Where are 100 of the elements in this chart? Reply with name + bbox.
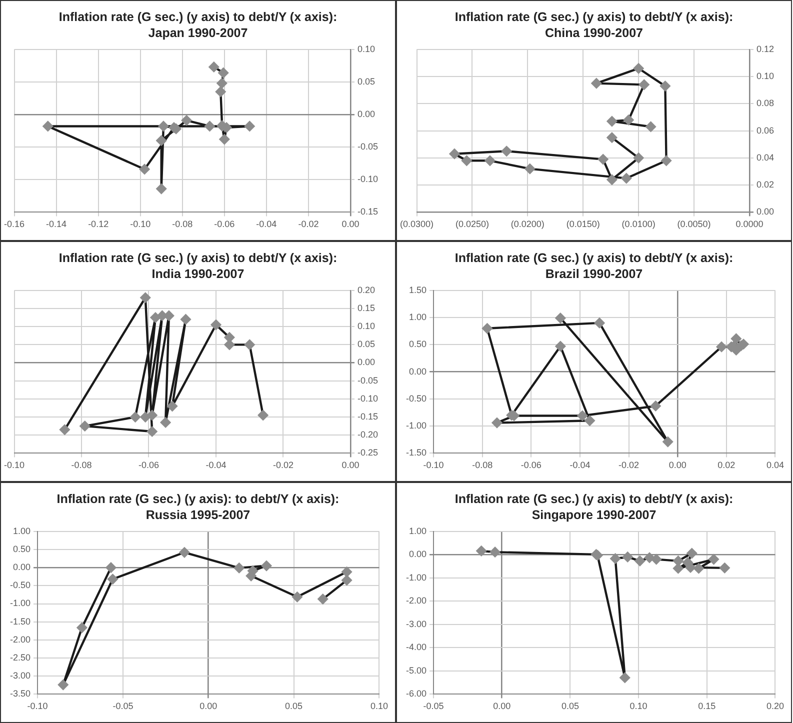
chart-title: Inflation rate (G sec.) (y axis): to debt/Y (x axis): — [56, 491, 340, 507]
chart-subtitle: Singapore 1990-2007 — [530, 507, 658, 523]
x-tick-label: -0.02 — [298, 219, 319, 230]
y-tick-label: -6.00 — [406, 688, 427, 699]
y-tick-label: 0.00 — [756, 206, 774, 217]
y-tick-label: 0.00 — [408, 549, 427, 560]
y-tick-label: 0.20 — [357, 284, 376, 295]
x-tick-label: 0.20 — [766, 701, 784, 712]
x-tick-label: (0.0150) — [566, 219, 600, 230]
x-tick-label: 0.10 — [630, 701, 648, 712]
y-tick-label: -0.15 — [357, 206, 378, 217]
x-tick-label: -0.04 — [570, 460, 590, 470]
x-tick-label: -0.10 — [423, 460, 444, 470]
x-tick-label: -0.08 — [71, 460, 92, 470]
x-tick-label: -0.06 — [520, 460, 542, 470]
x-tick-label: 0.02 — [718, 460, 736, 470]
chart-subtitle: India 1990-2007 — [150, 266, 246, 282]
y-tick-label: 0.08 — [756, 98, 774, 108]
chart-subtitle: Brazil 1990-2007 — [544, 266, 644, 282]
chart-title: Inflation rate (G sec.) (y axis) to debt/Y (x axis): — [58, 250, 338, 266]
x-tick-label: (0.0100) — [622, 219, 656, 230]
chart-subtitle: Russia 1995-2007 — [144, 507, 252, 523]
y-tick-label: 0.50 — [12, 544, 31, 554]
chart-title: Inflation rate (G sec.) (y axis) to debt/Y (x axis): — [454, 9, 734, 25]
x-tick-label: -0.10 — [130, 219, 151, 230]
y-tick-label: 0.00 — [357, 357, 376, 368]
y-tick-label: -0.20 — [357, 430, 378, 440]
y-tick-label: -2.00 — [10, 634, 31, 644]
x-tick-label: -0.16 — [4, 219, 25, 230]
x-tick-label: (0.0050) — [677, 219, 711, 230]
y-tick-label: -3.00 — [10, 670, 31, 681]
x-tick-label: -0.05 — [423, 701, 444, 712]
x-tick-label: -0.02 — [272, 460, 294, 470]
y-tick-label: 0.15 — [357, 302, 376, 313]
y-tick-label: -1.50 — [10, 616, 31, 626]
y-tick-label: -0.50 — [10, 580, 31, 590]
y-tick-label: -0.25 — [357, 448, 378, 458]
y-tick-label: -0.50 — [406, 393, 427, 404]
y-tick-label: -5.00 — [406, 665, 427, 676]
x-tick-label: -0.08 — [172, 219, 193, 230]
x-tick-label: (0.0200) — [510, 219, 544, 230]
y-tick-label: -0.05 — [357, 375, 378, 386]
y-tick-label: -1.00 — [406, 420, 427, 431]
y-tick-label: 0.04 — [756, 152, 774, 162]
y-tick-label: -0.05 — [357, 142, 378, 152]
y-tick-label: -1.00 — [10, 598, 31, 608]
x-tick-label: 0.10 — [370, 701, 388, 712]
y-tick-label: -4.00 — [406, 642, 427, 652]
y-tick-label: -1.50 — [406, 448, 427, 458]
y-tick-label: -0.15 — [357, 412, 378, 422]
x-tick-label: -0.04 — [206, 460, 226, 470]
chart-title: Inflation rate (G sec.) (y axis) to debt/Y (x axis): — [58, 9, 338, 25]
y-tick-label: 0.02 — [756, 180, 774, 190]
y-tick-label: 1.00 — [408, 312, 427, 322]
x-tick-label: (0.0250) — [455, 219, 489, 230]
y-tick-label: 0.06 — [756, 125, 774, 136]
x-tick-label: -0.10 — [27, 701, 48, 712]
chart-subtitle: Japan 1990-2007 — [147, 25, 249, 41]
x-tick-label: -0.05 — [112, 701, 134, 712]
y-tick-label: 0.00 — [357, 109, 376, 120]
x-tick-label: 0.05 — [561, 701, 579, 712]
y-tick-label: -3.00 — [406, 618, 427, 629]
y-tick-label: 0.00 — [12, 562, 31, 572]
x-tick-label: 0.00 — [342, 460, 360, 470]
y-tick-label: 0.00 — [408, 366, 427, 376]
y-tick-label: -1.00 — [406, 572, 427, 582]
y-tick-label: 0.10 — [756, 71, 774, 82]
x-tick-label: 0.00 — [668, 460, 686, 470]
x-tick-label: 0.05 — [285, 701, 303, 712]
y-tick-label: 0.10 — [357, 44, 376, 54]
y-tick-label: -3.50 — [10, 688, 31, 699]
y-tick-label: -2.00 — [406, 596, 427, 606]
x-tick-label: 0.04 — [766, 460, 784, 470]
chart-title: Inflation rate (G sec.) (y axis) to debt/Y (x axis): — [454, 250, 734, 266]
x-tick-label: -0.08 — [472, 460, 493, 470]
y-tick-label: 0.05 — [357, 339, 376, 350]
x-tick-label: -0.14 — [46, 219, 67, 230]
x-tick-label: 0.0000 — [736, 219, 764, 230]
x-tick-label: 0.15 — [698, 701, 716, 712]
x-tick-label: 0.00 — [200, 701, 218, 712]
y-tick-label: 0.05 — [357, 76, 376, 86]
y-tick-label: 0.12 — [756, 44, 774, 54]
y-tick-label: 0.50 — [408, 339, 427, 350]
y-tick-label: -0.10 — [357, 174, 378, 184]
y-tick-label: 0.10 — [357, 321, 376, 332]
y-tick-label: 1.00 — [12, 526, 31, 536]
x-tick-label: 0.00 — [342, 219, 360, 230]
y-tick-label: -2.50 — [10, 652, 31, 663]
x-tick-label: (0.0300) — [400, 219, 434, 230]
x-tick-label: -0.06 — [214, 219, 235, 230]
y-tick-label: -0.10 — [357, 393, 378, 404]
x-tick-label: -0.04 — [256, 219, 277, 230]
x-tick-label: 0.00 — [493, 701, 511, 712]
x-tick-label: -0.12 — [88, 219, 109, 230]
chart-subtitle: China 1990-2007 — [544, 25, 644, 41]
y-tick-label: 1.00 — [408, 526, 427, 536]
x-tick-label: -0.02 — [618, 460, 640, 470]
y-tick-label: 1.50 — [408, 284, 427, 295]
chart-title: Inflation rate (G sec.) (y axis) to debt/Y (x axis): — [454, 491, 734, 507]
x-tick-label: -0.06 — [138, 460, 160, 470]
